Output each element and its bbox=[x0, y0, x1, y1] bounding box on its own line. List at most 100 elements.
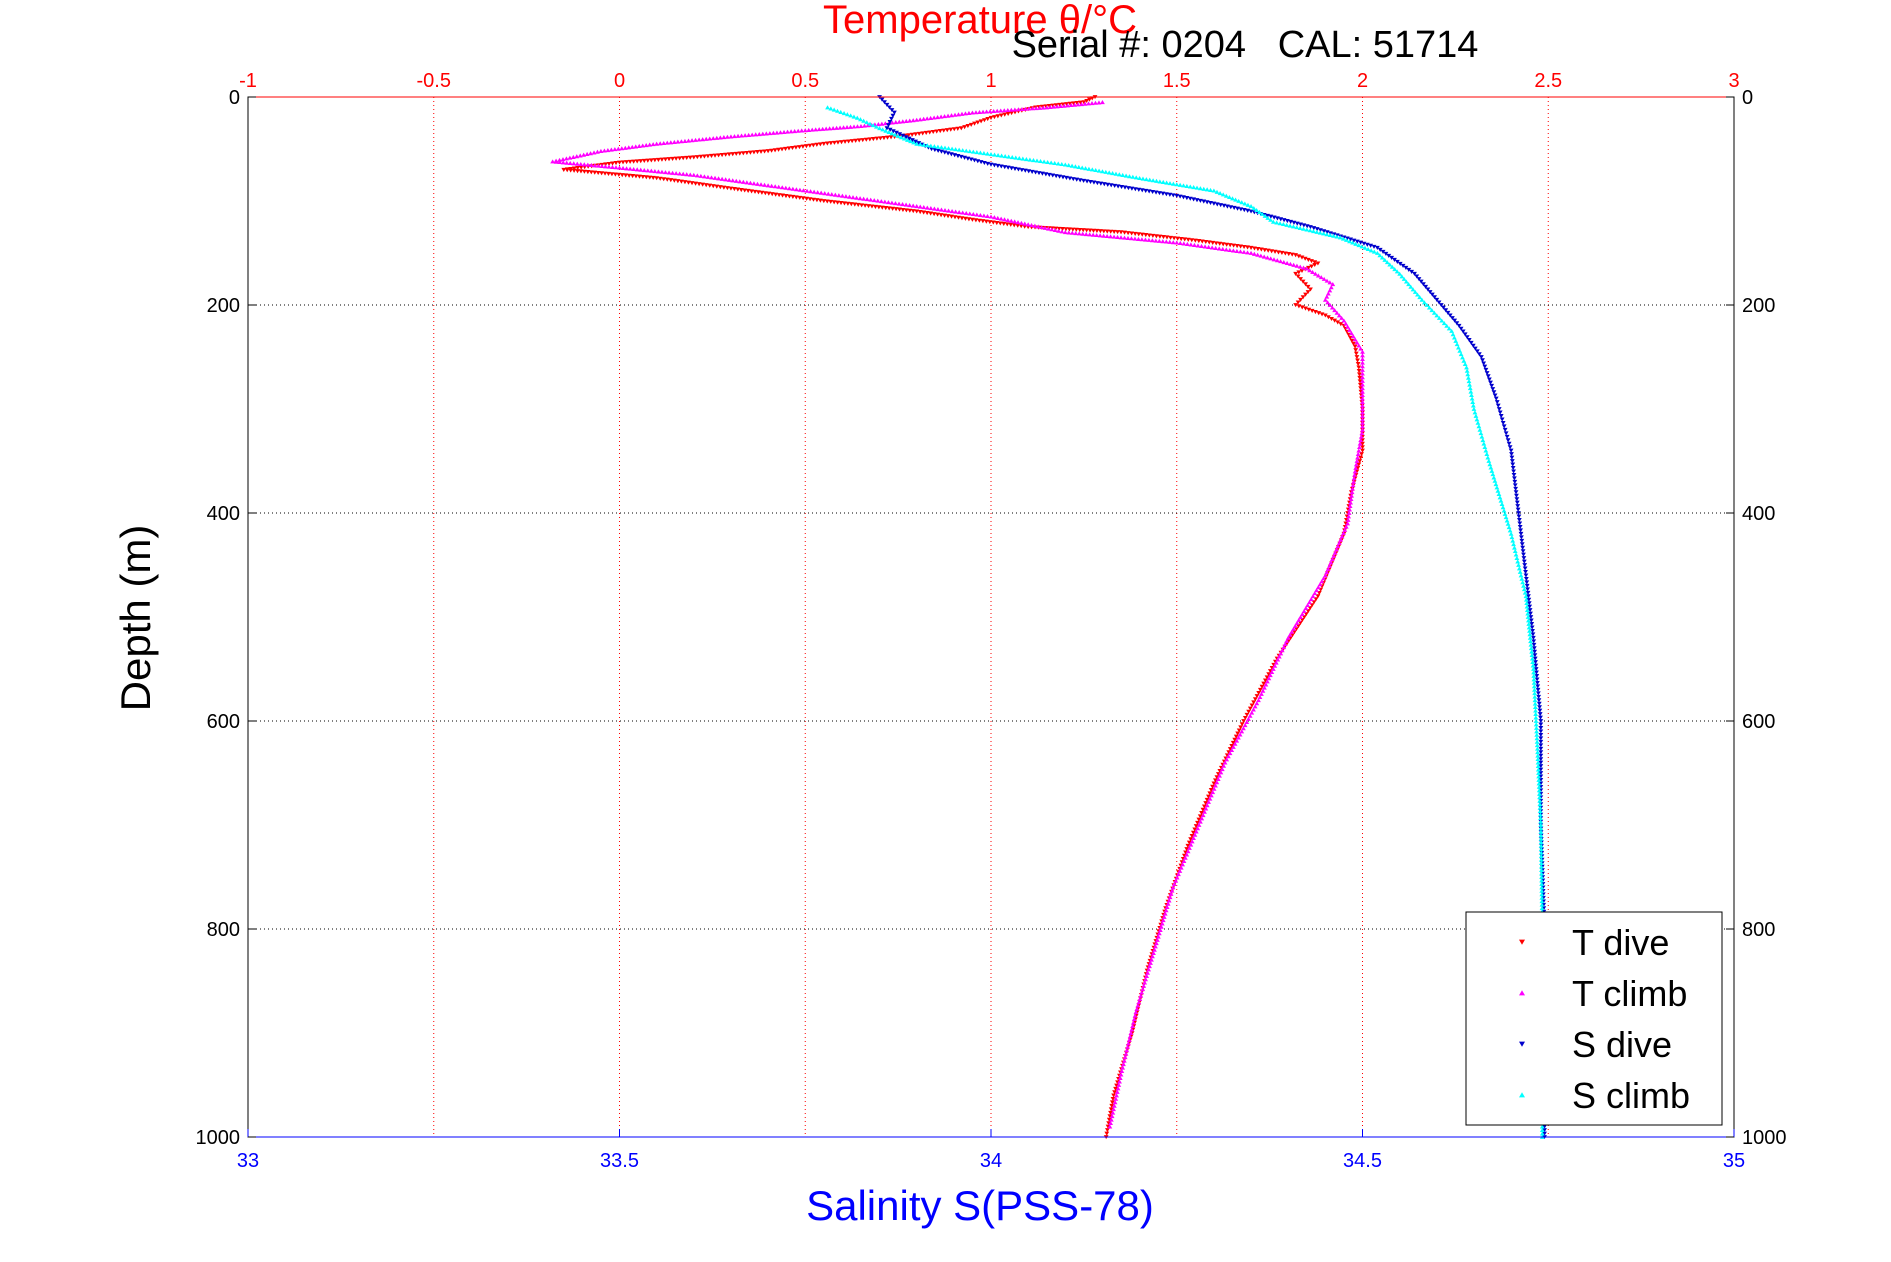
data-point bbox=[841, 125, 846, 130]
data-point bbox=[1064, 102, 1070, 107]
data-point bbox=[1523, 573, 1529, 578]
data-point bbox=[680, 171, 686, 176]
data-point bbox=[1089, 101, 1095, 106]
data-point bbox=[1235, 206, 1240, 211]
data-point bbox=[1424, 302, 1430, 307]
data-point bbox=[972, 121, 977, 126]
data-point bbox=[675, 179, 681, 184]
data-point bbox=[1036, 171, 1042, 176]
data-point bbox=[991, 215, 997, 220]
data-point bbox=[994, 108, 1000, 113]
data-point bbox=[728, 134, 734, 139]
data-point bbox=[1529, 649, 1535, 654]
data-point bbox=[1255, 247, 1261, 252]
data-point bbox=[1481, 441, 1487, 446]
data-point bbox=[1480, 358, 1485, 363]
data-point bbox=[1216, 246, 1222, 251]
data-point bbox=[1534, 729, 1539, 734]
data-point bbox=[1209, 245, 1215, 250]
data-point bbox=[748, 150, 753, 155]
data-point bbox=[1143, 177, 1149, 182]
data-point bbox=[1107, 1124, 1113, 1129]
data-point bbox=[1252, 246, 1257, 251]
data-point bbox=[1160, 179, 1166, 185]
data-point bbox=[1345, 521, 1351, 526]
data-point bbox=[914, 141, 920, 146]
data-point bbox=[966, 217, 972, 222]
data-point bbox=[1067, 227, 1072, 232]
data-point bbox=[1232, 737, 1238, 742]
data-point bbox=[1167, 239, 1173, 244]
data-point bbox=[1348, 496, 1354, 502]
data-point bbox=[1158, 924, 1164, 929]
data-point bbox=[1397, 271, 1403, 276]
data-point bbox=[670, 156, 675, 161]
data-point bbox=[1478, 431, 1484, 436]
data-point bbox=[1458, 352, 1464, 357]
data-point bbox=[742, 188, 748, 193]
data-point bbox=[725, 134, 730, 139]
data-point bbox=[1538, 857, 1544, 862]
data-point bbox=[952, 215, 958, 220]
data-point bbox=[1199, 239, 1205, 244]
data-point bbox=[867, 137, 873, 142]
data-point bbox=[1456, 345, 1461, 350]
data-point bbox=[956, 147, 962, 152]
data-point bbox=[773, 192, 779, 197]
data-point bbox=[1054, 104, 1060, 109]
data-point bbox=[1494, 400, 1500, 405]
data-point bbox=[1211, 786, 1217, 791]
data-point bbox=[619, 173, 625, 178]
data-point bbox=[1503, 431, 1509, 436]
data-point bbox=[1536, 698, 1542, 703]
data-point bbox=[1416, 277, 1422, 282]
data-point bbox=[792, 129, 798, 134]
data-point bbox=[1358, 240, 1364, 245]
data-point bbox=[1535, 753, 1541, 758]
data-point bbox=[1487, 462, 1493, 467]
data-point bbox=[1429, 308, 1435, 313]
data-point bbox=[1121, 1058, 1127, 1063]
data-point bbox=[1498, 498, 1504, 503]
data-point bbox=[1133, 175, 1139, 180]
data-point bbox=[759, 190, 765, 195]
data-point bbox=[1047, 104, 1053, 109]
data-point bbox=[795, 128, 801, 133]
data-point bbox=[1495, 488, 1501, 493]
data-point bbox=[923, 130, 929, 135]
legend-label: S dive bbox=[1572, 1024, 1672, 1065]
data-point bbox=[806, 127, 812, 132]
data-point bbox=[1233, 734, 1239, 739]
data-point bbox=[1327, 280, 1333, 285]
data-point bbox=[1088, 179, 1093, 185]
data-point bbox=[728, 186, 734, 191]
data-point bbox=[709, 153, 714, 158]
data-point bbox=[553, 159, 559, 164]
data-point bbox=[1194, 198, 1200, 203]
data-point bbox=[1525, 614, 1531, 619]
data-point bbox=[1329, 556, 1335, 562]
data-point bbox=[1218, 203, 1224, 208]
data-point bbox=[828, 141, 834, 146]
data-point bbox=[1002, 112, 1008, 117]
data-point bbox=[1114, 1093, 1119, 1098]
data-point bbox=[1530, 635, 1536, 640]
data-point bbox=[1526, 621, 1532, 626]
data-point bbox=[1301, 265, 1306, 270]
data-point bbox=[1174, 240, 1180, 245]
data-point bbox=[1513, 486, 1519, 491]
data-point bbox=[1360, 406, 1365, 411]
data-point bbox=[992, 152, 997, 157]
data-point bbox=[1193, 829, 1199, 834]
data-point bbox=[1332, 308, 1338, 313]
data-point bbox=[983, 219, 989, 224]
data-point bbox=[717, 185, 723, 190]
data-point bbox=[907, 118, 913, 123]
data-point bbox=[1403, 279, 1409, 284]
data-point bbox=[1206, 794, 1211, 799]
data-point bbox=[1153, 944, 1158, 949]
data-point bbox=[1050, 103, 1056, 108]
data-point bbox=[1305, 290, 1311, 295]
data-point bbox=[837, 125, 843, 130]
data-point bbox=[1526, 594, 1531, 599]
